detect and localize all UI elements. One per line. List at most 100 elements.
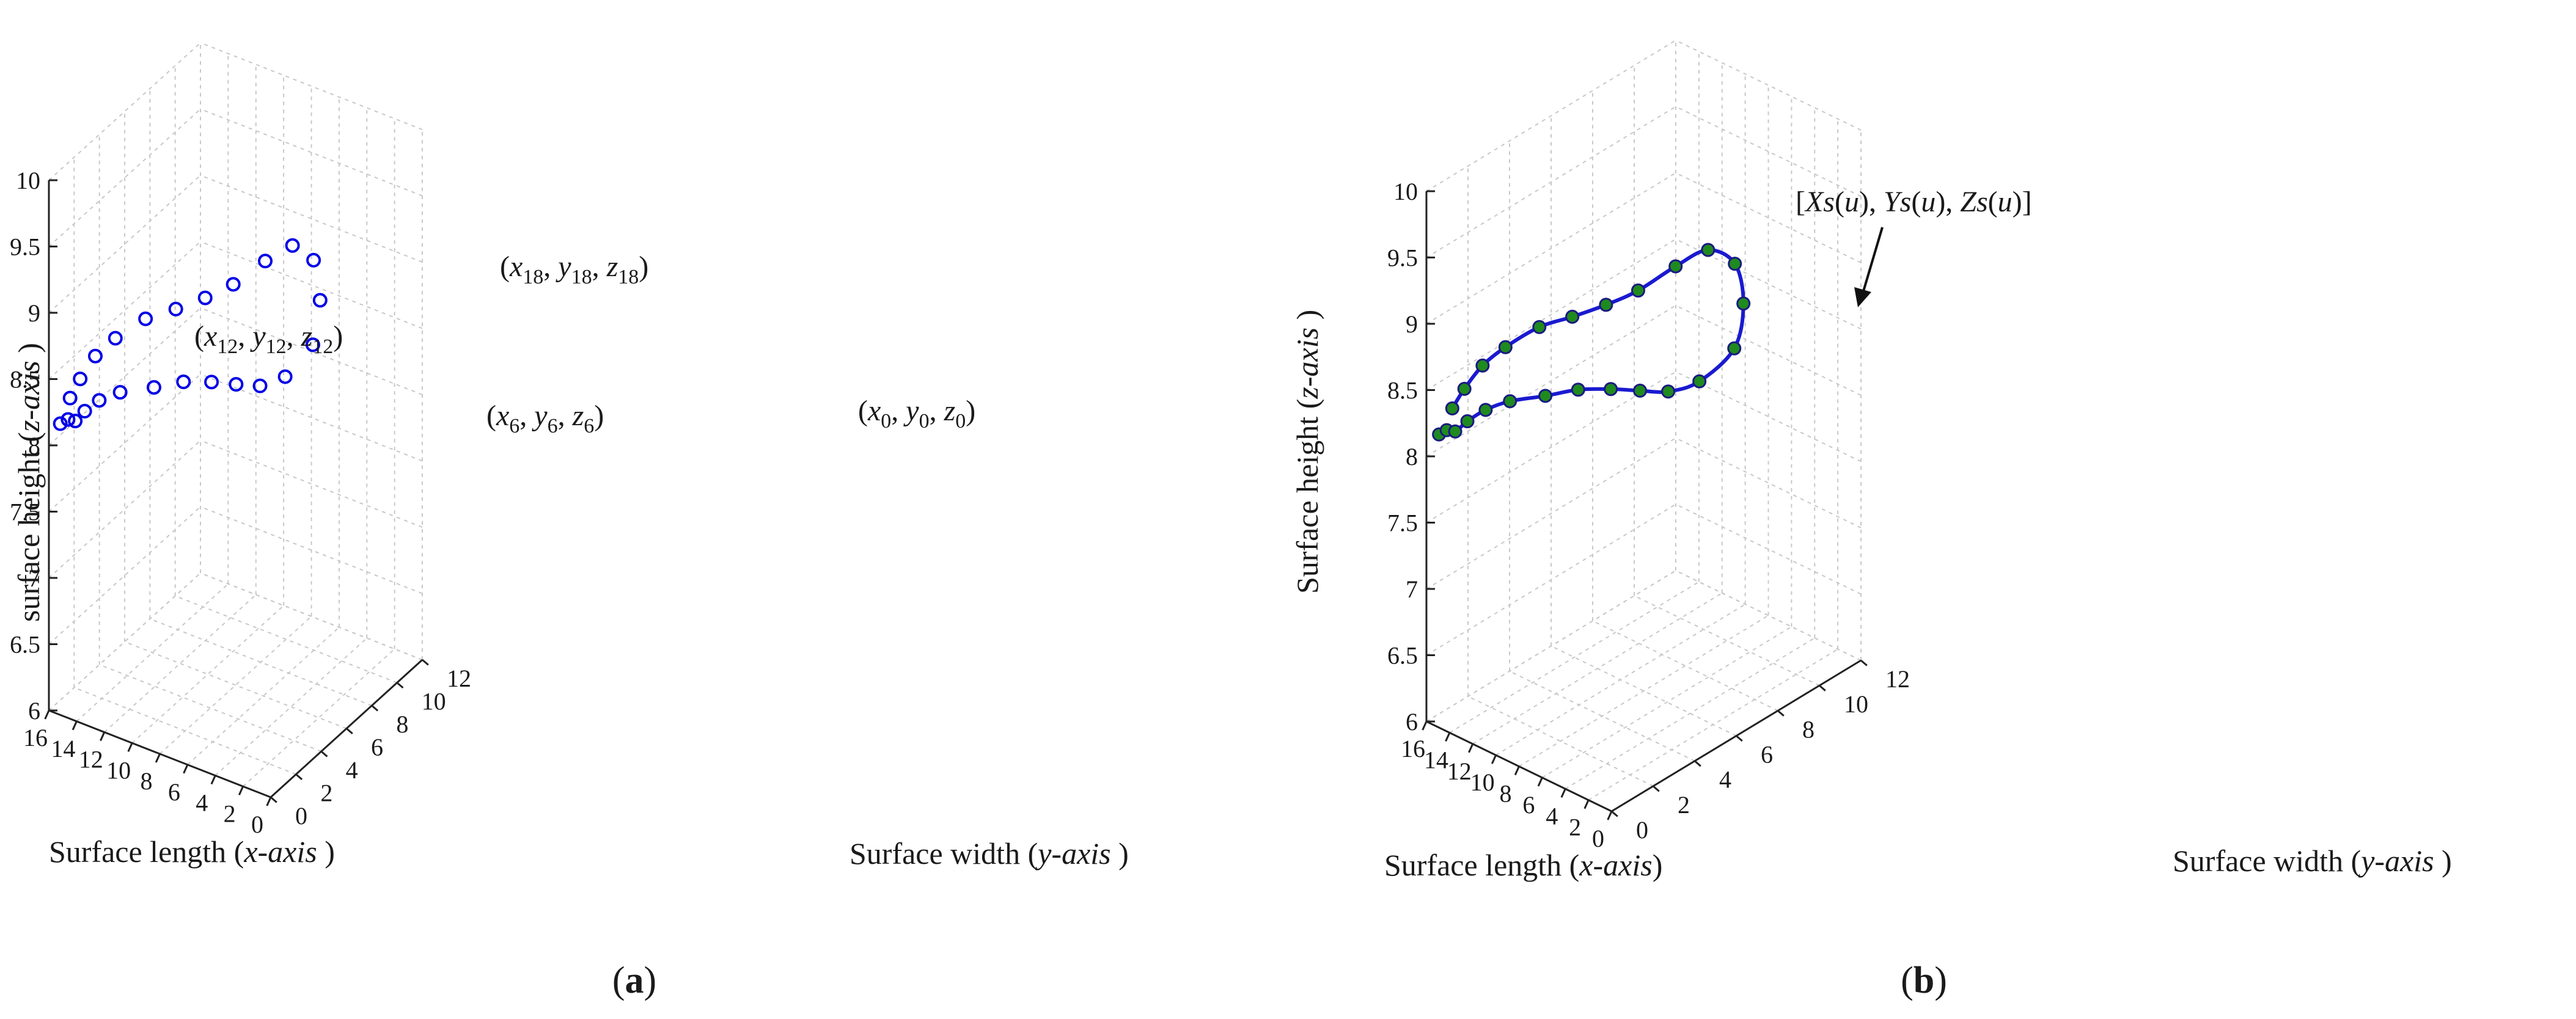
grid-floor-y xyxy=(1634,595,1820,687)
grid-sidewall-z xyxy=(1675,371,1862,462)
z-tick-label: 9.5 xyxy=(1387,244,1418,272)
data-point xyxy=(73,371,88,387)
y-tick xyxy=(295,773,303,781)
y-tick-label: 12 xyxy=(1885,665,1910,693)
y-tick-label: 2 xyxy=(1678,791,1690,819)
grid-sidewall-z xyxy=(1675,40,1862,131)
grid-backwall-z xyxy=(1426,305,1676,457)
markers-a xyxy=(53,238,328,431)
z-tick-label: 7 xyxy=(1406,575,1418,603)
grid-floor-x xyxy=(131,605,284,743)
grid-backwall-z xyxy=(1426,503,1676,656)
curve-point xyxy=(1498,340,1513,354)
grid-a xyxy=(48,42,423,798)
data-point xyxy=(285,238,300,253)
data-point xyxy=(176,374,191,390)
x-tick xyxy=(44,710,50,720)
x-tick xyxy=(210,775,216,785)
z-tick-label: 8 xyxy=(1406,443,1418,470)
x-tick-label: 12 xyxy=(1447,758,1472,785)
curve-point xyxy=(1532,320,1547,334)
curve-label-b: [Xs(u), Ys(u), Zs(u)] xyxy=(1796,186,2032,218)
data-point xyxy=(229,377,244,392)
x-tick-label: 2 xyxy=(224,800,236,827)
data-point xyxy=(77,404,92,419)
y-axis-label-b: Surface width (y-axis ) xyxy=(2173,844,2452,878)
x-tick-label: 12 xyxy=(79,746,103,773)
grid-floor-x xyxy=(1541,626,1792,778)
panel-a: 024681012141602468101266.577.588.599.510… xyxy=(10,42,1129,1001)
data-point xyxy=(62,390,78,406)
data-point xyxy=(53,416,68,431)
x-tick xyxy=(127,742,133,752)
grid-floor-y xyxy=(1592,620,1778,712)
grid-sidewall-z xyxy=(200,440,423,528)
curve-point xyxy=(1631,283,1645,298)
y-axis-label-a: Surface width (y-axis ) xyxy=(849,836,1129,871)
data-point xyxy=(138,311,153,326)
z-tick-label: 6 xyxy=(1406,708,1418,736)
data-point xyxy=(68,414,83,429)
x-tick-label: 10 xyxy=(106,756,131,784)
grid-floor-x xyxy=(242,648,395,787)
grid-floor-y xyxy=(1550,645,1737,737)
x-tick xyxy=(183,764,189,774)
data-point xyxy=(92,393,107,408)
x-tick-label: 8 xyxy=(1500,780,1512,808)
x-tick xyxy=(1445,732,1451,742)
x-tick-label: 10 xyxy=(1470,769,1495,796)
grid-backwall-z xyxy=(48,175,201,313)
y-tick xyxy=(422,659,429,666)
grid-backwall-z xyxy=(48,440,201,579)
curve-point xyxy=(1478,403,1493,417)
y-tick-label: 10 xyxy=(1844,690,1868,718)
curve-point xyxy=(1503,394,1517,409)
grid-backwall-z xyxy=(48,108,201,247)
data-point xyxy=(61,412,76,427)
z-tick-label: 9.5 xyxy=(10,233,40,261)
grid-floor-y xyxy=(175,595,398,684)
grid-floor-x xyxy=(1565,637,1815,790)
data-point xyxy=(226,277,241,292)
y-tick-label: 4 xyxy=(1719,766,1731,794)
panel-b: 024681012141602468101266.577.588.599.510… xyxy=(1290,40,2452,1001)
y-tick-label: 8 xyxy=(396,710,408,738)
grid-backwall-z xyxy=(1426,570,1676,722)
y-tick xyxy=(1860,659,1868,667)
z-tick-label: 8.5 xyxy=(1387,377,1418,404)
y-tick xyxy=(1819,685,1826,692)
z-tick-label: 7 xyxy=(28,564,40,592)
grid-floor-x xyxy=(159,616,312,754)
x-tick xyxy=(266,797,272,806)
y-tick xyxy=(371,704,379,712)
grid-sidewall-z xyxy=(1675,570,1862,661)
curve-point xyxy=(1727,341,1742,356)
grid-backwall-z xyxy=(1426,40,1676,192)
grid-floor-x xyxy=(1449,581,1700,734)
grid-backwall-z xyxy=(1426,106,1676,258)
y-tick xyxy=(396,682,404,689)
axes-b xyxy=(1425,191,1862,813)
x-tick xyxy=(100,731,106,742)
grid-b xyxy=(1426,40,1862,812)
curve-point xyxy=(1457,381,1472,396)
grid-sidewall-z xyxy=(1675,437,1862,528)
curve-point xyxy=(1460,414,1475,429)
x-tick-label: 4 xyxy=(196,789,208,817)
data-point xyxy=(168,301,183,316)
z-tick-label: 10 xyxy=(1393,178,1418,205)
y-tick-label: 6 xyxy=(371,734,383,761)
grid-floor-x xyxy=(215,637,367,776)
data-point xyxy=(252,378,268,393)
x-axis-label-b: Surface length (x-axis) xyxy=(1384,848,1662,882)
curve-point xyxy=(1661,384,1676,399)
grid-floor-y xyxy=(99,664,322,752)
grid-floor-y xyxy=(149,618,372,706)
x-tick-label: 2 xyxy=(1569,814,1581,841)
curve-point xyxy=(1604,382,1618,396)
data-point xyxy=(197,290,213,305)
grid-backwall-z xyxy=(48,572,201,711)
curve-point xyxy=(1571,382,1585,397)
z-axis-label-b: Surface height (z-axis ) xyxy=(1290,310,1324,594)
